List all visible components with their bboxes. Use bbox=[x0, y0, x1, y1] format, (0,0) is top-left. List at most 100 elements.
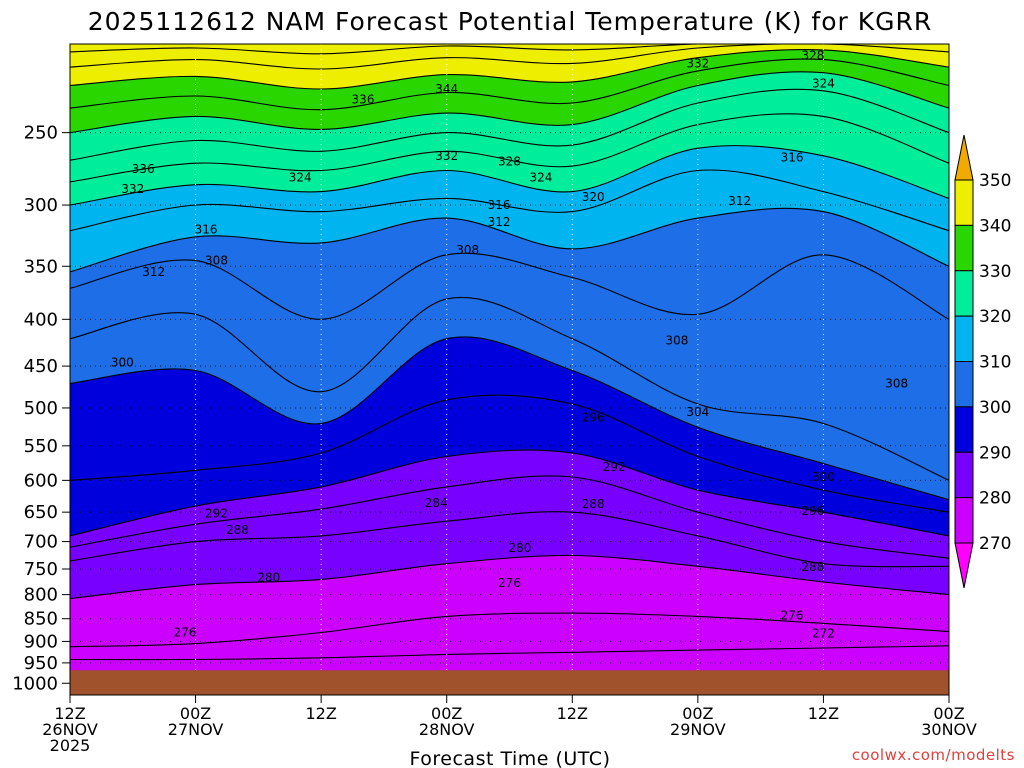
contour-label: 328 bbox=[802, 49, 825, 63]
contour-label: 324 bbox=[529, 171, 552, 185]
contour-label: 332 bbox=[121, 182, 144, 196]
colorbar-label: 350 bbox=[979, 171, 1011, 191]
colorbar-box bbox=[954, 270, 974, 317]
contour-label: 332 bbox=[686, 56, 709, 70]
y-tick-label: 450 bbox=[24, 356, 58, 377]
colorbar-box bbox=[954, 361, 974, 408]
colorbar-box bbox=[954, 451, 974, 499]
colorbar-label: 330 bbox=[979, 262, 1011, 282]
contour-label: 300 bbox=[111, 356, 134, 370]
colorbar-box bbox=[954, 179, 974, 226]
contour-label: 320 bbox=[582, 190, 605, 204]
colorbar-label: 320 bbox=[979, 307, 1011, 327]
y-tick-label: 500 bbox=[24, 398, 58, 419]
isentrope-308 bbox=[70, 252, 949, 320]
x-tick-label: 28NOV bbox=[419, 720, 475, 739]
isentrope-312 bbox=[70, 207, 949, 273]
contour-label: 312 bbox=[142, 265, 165, 279]
plot-area bbox=[70, 44, 949, 695]
colorbar-box bbox=[954, 497, 974, 544]
x-tick-label: 00Z bbox=[933, 704, 964, 723]
isentrope-332 bbox=[70, 71, 949, 134]
filled-bands bbox=[70, 44, 949, 695]
contour-label: 280 bbox=[257, 570, 280, 584]
colorbar-label: 310 bbox=[979, 353, 1011, 373]
isentrope-320 bbox=[70, 145, 949, 206]
contour-label: 324 bbox=[289, 171, 312, 185]
contour-label: 280 bbox=[509, 541, 532, 555]
y-tick-label: 800 bbox=[24, 585, 58, 606]
isentrope-316 bbox=[70, 169, 949, 232]
x-tick-label: 27NOV bbox=[168, 720, 224, 739]
contour-label: 324 bbox=[812, 77, 835, 91]
x-tick-label: 12Z bbox=[557, 704, 588, 723]
contour-label: 308 bbox=[665, 334, 688, 348]
isentrope-296 bbox=[70, 394, 949, 513]
contour-label: 300 bbox=[812, 470, 835, 484]
contour-label: 308 bbox=[885, 376, 908, 390]
contour-label: 316 bbox=[781, 150, 804, 164]
x-axis-label: Forecast Time (UTC) bbox=[410, 748, 611, 768]
contour-label: 292 bbox=[205, 506, 228, 520]
contour-labels: 344 336 332 328 324 332 328 324 324 336 332 320 316 3… bbox=[111, 49, 908, 641]
y-tick-label: 400 bbox=[24, 309, 58, 330]
contour-label: 344 bbox=[435, 82, 458, 96]
y-tick-label: 1000 bbox=[12, 673, 58, 694]
isentrope-284 bbox=[70, 511, 949, 568]
isentrope-328 bbox=[70, 88, 949, 161]
x-tick-label: 00Z bbox=[431, 704, 462, 723]
chart-title: 2025112612 NAM Forecast Potential Temper… bbox=[88, 7, 933, 36]
contour-label: 336 bbox=[352, 93, 375, 107]
y-tick-label: 750 bbox=[24, 559, 58, 580]
colorbar-label: 290 bbox=[979, 443, 1011, 463]
y-tick-label: 850 bbox=[24, 609, 58, 630]
contour-label: 284 bbox=[425, 496, 448, 510]
colorbar-box bbox=[954, 315, 974, 362]
contour-label: 336 bbox=[132, 162, 155, 176]
contour-label: 308 bbox=[205, 254, 228, 268]
y-axis: 2503003504004505005506006507007508008509… bbox=[12, 123, 70, 694]
colorbar-label: 300 bbox=[979, 398, 1011, 418]
y-tick-label: 250 bbox=[24, 123, 58, 144]
colorbar-arrow-top bbox=[954, 134, 974, 181]
contour-label: 304 bbox=[686, 405, 709, 419]
y-tick-label: 650 bbox=[24, 502, 58, 523]
colorbar-label: 270 bbox=[979, 534, 1011, 554]
contour-label: 296 bbox=[802, 504, 825, 518]
contour-label: 312 bbox=[488, 215, 511, 229]
contour-label: 308 bbox=[456, 243, 479, 257]
contour-label: 316 bbox=[195, 222, 218, 236]
isentrope-280 bbox=[70, 554, 949, 600]
x-tick-label: 12Z bbox=[54, 704, 85, 723]
isentrope-348 bbox=[70, 44, 949, 55]
isentrope-292 bbox=[70, 449, 949, 537]
isentrope-344 bbox=[70, 44, 949, 70]
contour-label: 328 bbox=[498, 155, 521, 169]
x-tick-label: 12Z bbox=[305, 704, 336, 723]
contour-label: 276 bbox=[174, 625, 197, 639]
contour-label: 296 bbox=[582, 410, 605, 424]
y-tick-label: 600 bbox=[24, 470, 58, 491]
isentrope-276 bbox=[70, 612, 949, 648]
colorbar-box bbox=[954, 224, 974, 272]
contour-label: 316 bbox=[488, 198, 511, 212]
isentrope-lines bbox=[70, 44, 949, 661]
contour-label: 272 bbox=[812, 626, 835, 640]
contour-label: 276 bbox=[781, 608, 804, 622]
x-tick-label: 00Z bbox=[682, 704, 713, 723]
contour-label: 312 bbox=[728, 194, 751, 208]
y-tick-label: 950 bbox=[24, 653, 58, 674]
y-tick-label: 900 bbox=[24, 631, 58, 652]
contour-label: 276 bbox=[498, 576, 521, 590]
ground bbox=[70, 670, 949, 695]
y-tick-label: 300 bbox=[24, 195, 58, 216]
isentrope-340 bbox=[70, 48, 949, 90]
isentrope-336 bbox=[70, 58, 949, 111]
ground-fill bbox=[70, 670, 949, 695]
y-tick-label: 350 bbox=[24, 256, 58, 277]
isentrope-304 bbox=[70, 296, 949, 481]
colorbar-label: 340 bbox=[979, 216, 1011, 236]
isentrope-272 bbox=[70, 645, 949, 661]
